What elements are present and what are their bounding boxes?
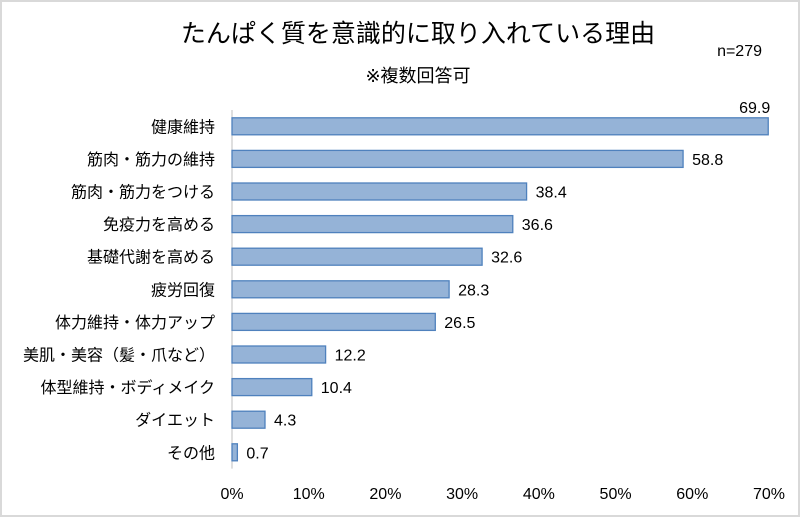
data-label: 10.4	[321, 380, 352, 397]
data-label: 32.6	[491, 250, 522, 267]
category-label: その他	[167, 444, 215, 462]
data-label: 28.3	[458, 282, 489, 299]
data-label: 26.5	[444, 315, 475, 332]
bar	[231, 117, 769, 136]
category-label: 免疫力を高める	[103, 216, 215, 234]
bar	[231, 149, 684, 169]
category-label: 筋肉・筋力をつける	[71, 184, 215, 202]
data-label: 38.4	[536, 185, 567, 202]
bar	[231, 214, 514, 234]
sample-size-note: n=279	[717, 43, 762, 60]
bar	[231, 182, 528, 201]
x-tick-label: 70%	[753, 486, 785, 503]
category-label: 美肌・美容（髪・爪など）	[23, 347, 215, 365]
category-label: 体力維持・体力アップ	[55, 314, 215, 332]
data-label: 58.8	[692, 152, 723, 169]
x-tick-label: 20%	[369, 486, 401, 503]
bar	[231, 312, 436, 332]
chart-title: たんぱく質を意識的に取り入れている理由	[181, 20, 655, 48]
data-label: 0.7	[246, 445, 268, 462]
x-tick-label: 30%	[446, 486, 478, 503]
bar	[231, 247, 483, 266]
bar	[231, 280, 450, 299]
data-label: 36.6	[522, 217, 553, 234]
x-tick-label: 40%	[523, 486, 555, 503]
chart-subtitle: ※複数回答可	[365, 66, 470, 86]
bar	[231, 345, 327, 364]
category-label: 体型維持・ボディメイク	[40, 378, 215, 397]
category-label: 基礎代謝を高める	[87, 249, 215, 267]
category-label: 疲労回復	[151, 281, 215, 299]
x-tick-label: 50%	[600, 486, 632, 503]
data-label: 12.2	[335, 348, 366, 365]
data-label: 4.3	[274, 413, 296, 430]
x-tick-label: 60%	[676, 486, 708, 503]
bar	[231, 443, 239, 462]
x-tick-label: 10%	[293, 486, 325, 503]
bar	[231, 410, 266, 429]
x-tick-label: 0%	[220, 486, 243, 503]
data-label: 69.9	[739, 100, 770, 117]
bar	[231, 377, 313, 397]
category-label: 筋肉・筋力の維持	[87, 151, 215, 169]
category-label: 健康維持	[151, 118, 215, 136]
category-label: ダイエット	[135, 412, 215, 430]
